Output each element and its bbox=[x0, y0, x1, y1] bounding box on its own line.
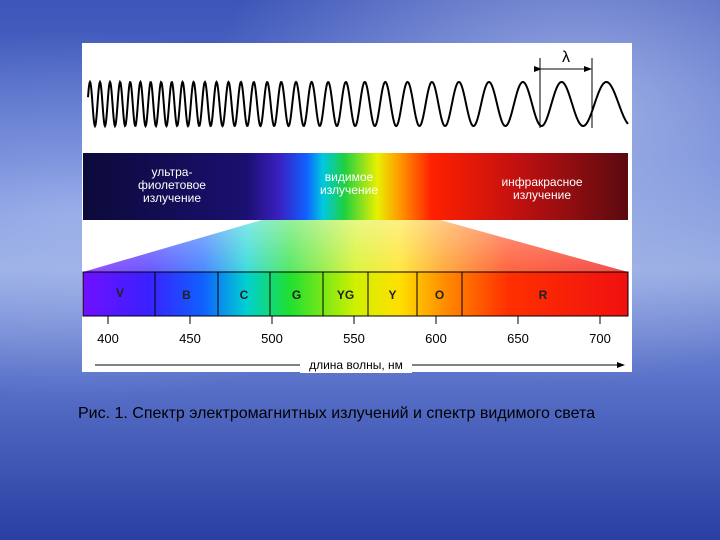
band-row bbox=[82, 271, 629, 317]
spectrum-bar bbox=[83, 153, 628, 220]
region-label: видимое bbox=[325, 170, 374, 184]
caption: Рис. 1. Спектр электромагнитных излучени… bbox=[78, 405, 596, 422]
tick-label: 600 bbox=[425, 331, 447, 346]
axis-label: длина волны, нм bbox=[309, 358, 403, 372]
region-label: излучение bbox=[513, 188, 571, 202]
region-label: ультра- bbox=[152, 165, 193, 179]
wave bbox=[87, 79, 629, 129]
tick-label: 550 bbox=[343, 331, 365, 346]
region-label: излучение bbox=[320, 183, 378, 197]
tick-label: 450 bbox=[179, 331, 201, 346]
band-label: V bbox=[116, 286, 124, 300]
tick-label: 400 bbox=[97, 331, 119, 346]
band-label: YG bbox=[337, 288, 354, 302]
band-label: O bbox=[435, 288, 444, 302]
band-label: Y bbox=[388, 288, 396, 302]
tick-label: 500 bbox=[261, 331, 283, 346]
band-label: C bbox=[240, 288, 249, 302]
region-label: инфракрасное bbox=[501, 175, 582, 189]
band-label: B bbox=[182, 288, 191, 302]
region-label: излучение bbox=[143, 191, 201, 205]
fan-fade bbox=[83, 220, 628, 272]
band-label: R bbox=[539, 288, 548, 302]
figure: λ ультра-фиолетовоеизлучениевидимоеизлуч… bbox=[82, 49, 629, 373]
lambda: λ bbox=[562, 49, 570, 66]
region-label: фиолетовое bbox=[138, 178, 206, 192]
axis-label-bg bbox=[300, 357, 412, 373]
tick-label: 700 bbox=[589, 331, 611, 346]
band-label: G bbox=[292, 288, 301, 302]
tick-label: 650 bbox=[507, 331, 529, 346]
